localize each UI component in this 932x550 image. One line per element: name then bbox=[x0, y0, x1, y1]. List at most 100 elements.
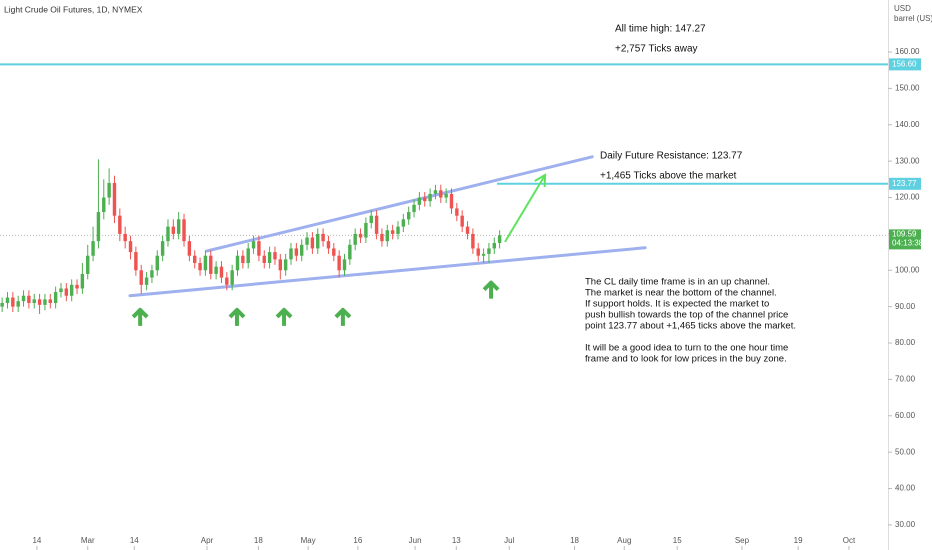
candle-body bbox=[385, 230, 390, 242]
candle-body bbox=[326, 241, 331, 249]
note-line: If support holds. It is expected the mar… bbox=[585, 299, 769, 310]
candle-body bbox=[460, 215, 464, 227]
candle-body bbox=[107, 182, 111, 198]
candle-body bbox=[251, 241, 256, 249]
candle-body bbox=[455, 208, 459, 216]
candle-body bbox=[278, 259, 283, 271]
candle-body bbox=[16, 301, 20, 307]
candle-body bbox=[171, 226, 176, 234]
note-line: It will be a good idea to turn to the on… bbox=[585, 343, 788, 354]
last-price-label: 109.59 bbox=[892, 229, 917, 238]
candle-body bbox=[433, 190, 438, 194]
y-tick-label: 80.00 bbox=[895, 338, 916, 347]
y-tick-label: 30.00 bbox=[895, 520, 916, 529]
x-tick-label: 14 bbox=[32, 536, 41, 545]
candle-body bbox=[423, 197, 427, 202]
candle-body bbox=[5, 297, 10, 304]
candle-body bbox=[96, 212, 101, 242]
candle-body bbox=[353, 233, 357, 245]
y-tick-label: 130.00 bbox=[895, 156, 920, 165]
candle-body bbox=[75, 284, 79, 289]
x-tick-label: 18 bbox=[254, 536, 263, 545]
support-arrow bbox=[334, 307, 352, 326]
y-tick-label: 50.00 bbox=[895, 447, 916, 456]
candle-body bbox=[203, 255, 208, 271]
candle-body bbox=[465, 226, 470, 234]
candle-body bbox=[369, 215, 373, 223]
candle-body bbox=[283, 259, 288, 271]
candle-body bbox=[32, 299, 36, 304]
candle-body bbox=[412, 204, 416, 213]
candle-body bbox=[337, 255, 341, 271]
x-tick-label: Mar bbox=[81, 536, 95, 545]
note-line: point 123.77 about +1,465 ticks above th… bbox=[585, 321, 796, 332]
level-label: 123.77 bbox=[892, 179, 917, 188]
candle-body bbox=[401, 219, 406, 227]
candle-body bbox=[193, 255, 197, 263]
note-line: push bullish towards the top of the chan… bbox=[585, 310, 788, 321]
annotation: +2,757 Ticks away bbox=[615, 44, 698, 55]
unit: barrel (US) bbox=[894, 14, 932, 23]
candle-body bbox=[118, 215, 122, 234]
y-tick-label: 100.00 bbox=[895, 265, 920, 274]
candle-body bbox=[492, 242, 496, 249]
y-tick-label: 70.00 bbox=[895, 375, 916, 384]
x-tick-label: 18 bbox=[570, 536, 579, 545]
x-tick-label: 13 bbox=[452, 536, 461, 545]
level-label-box bbox=[889, 177, 921, 190]
candle-body bbox=[128, 241, 133, 253]
candle-body bbox=[214, 266, 218, 274]
y-tick-label: 150.00 bbox=[895, 84, 920, 93]
support-arrow bbox=[131, 307, 149, 326]
y-tick-label: 40.00 bbox=[895, 484, 916, 493]
candle-body bbox=[406, 212, 411, 220]
candle-body bbox=[294, 248, 299, 256]
level-label-box bbox=[889, 58, 921, 71]
candle-body bbox=[11, 297, 15, 307]
candle-body bbox=[358, 233, 363, 238]
y-tick-label: 120.00 bbox=[895, 193, 920, 202]
candle-body bbox=[209, 255, 213, 274]
note-line: The market is near the bottom of the cha… bbox=[585, 288, 777, 299]
candle-body bbox=[316, 233, 320, 249]
candle-body bbox=[299, 244, 304, 256]
candle-body bbox=[37, 299, 42, 305]
annotation: +1,465 Ticks above the market bbox=[600, 171, 737, 182]
candle-body bbox=[390, 230, 395, 234]
annotation: All time high: 147.27 bbox=[615, 24, 706, 35]
candle-body bbox=[123, 233, 127, 242]
y-tick-label: 140.00 bbox=[895, 120, 920, 129]
candle-body bbox=[267, 252, 272, 263]
candle-body bbox=[198, 262, 202, 271]
candle-body bbox=[219, 266, 224, 278]
candle-body bbox=[182, 219, 186, 242]
support-arrow bbox=[228, 307, 246, 326]
candle-body bbox=[150, 270, 154, 278]
candle-body bbox=[471, 233, 475, 249]
candle-body bbox=[230, 270, 234, 285]
candle-body bbox=[176, 219, 181, 234]
candle-body bbox=[53, 292, 58, 304]
candle-body bbox=[417, 197, 422, 205]
level-label: 156.60 bbox=[892, 59, 917, 68]
support-arrow bbox=[275, 307, 293, 326]
candle-body bbox=[59, 288, 63, 293]
y-tick-label: 60.00 bbox=[895, 411, 916, 420]
candle-body bbox=[364, 222, 368, 238]
candle-body bbox=[139, 270, 143, 285]
candle-body bbox=[21, 295, 26, 302]
x-tick-label: 16 bbox=[353, 536, 362, 545]
candle-body bbox=[487, 248, 491, 254]
candle-body bbox=[310, 237, 315, 249]
trendline bbox=[205, 155, 594, 253]
projection-arrow-head bbox=[534, 173, 547, 187]
candle-body bbox=[342, 259, 347, 271]
candle-body bbox=[91, 241, 95, 256]
candle-body bbox=[380, 233, 384, 242]
candle-body bbox=[348, 244, 352, 260]
candle-body bbox=[102, 197, 106, 213]
x-tick-label: Jun bbox=[409, 536, 422, 545]
candle-body bbox=[374, 215, 379, 234]
trendline bbox=[128, 246, 647, 298]
